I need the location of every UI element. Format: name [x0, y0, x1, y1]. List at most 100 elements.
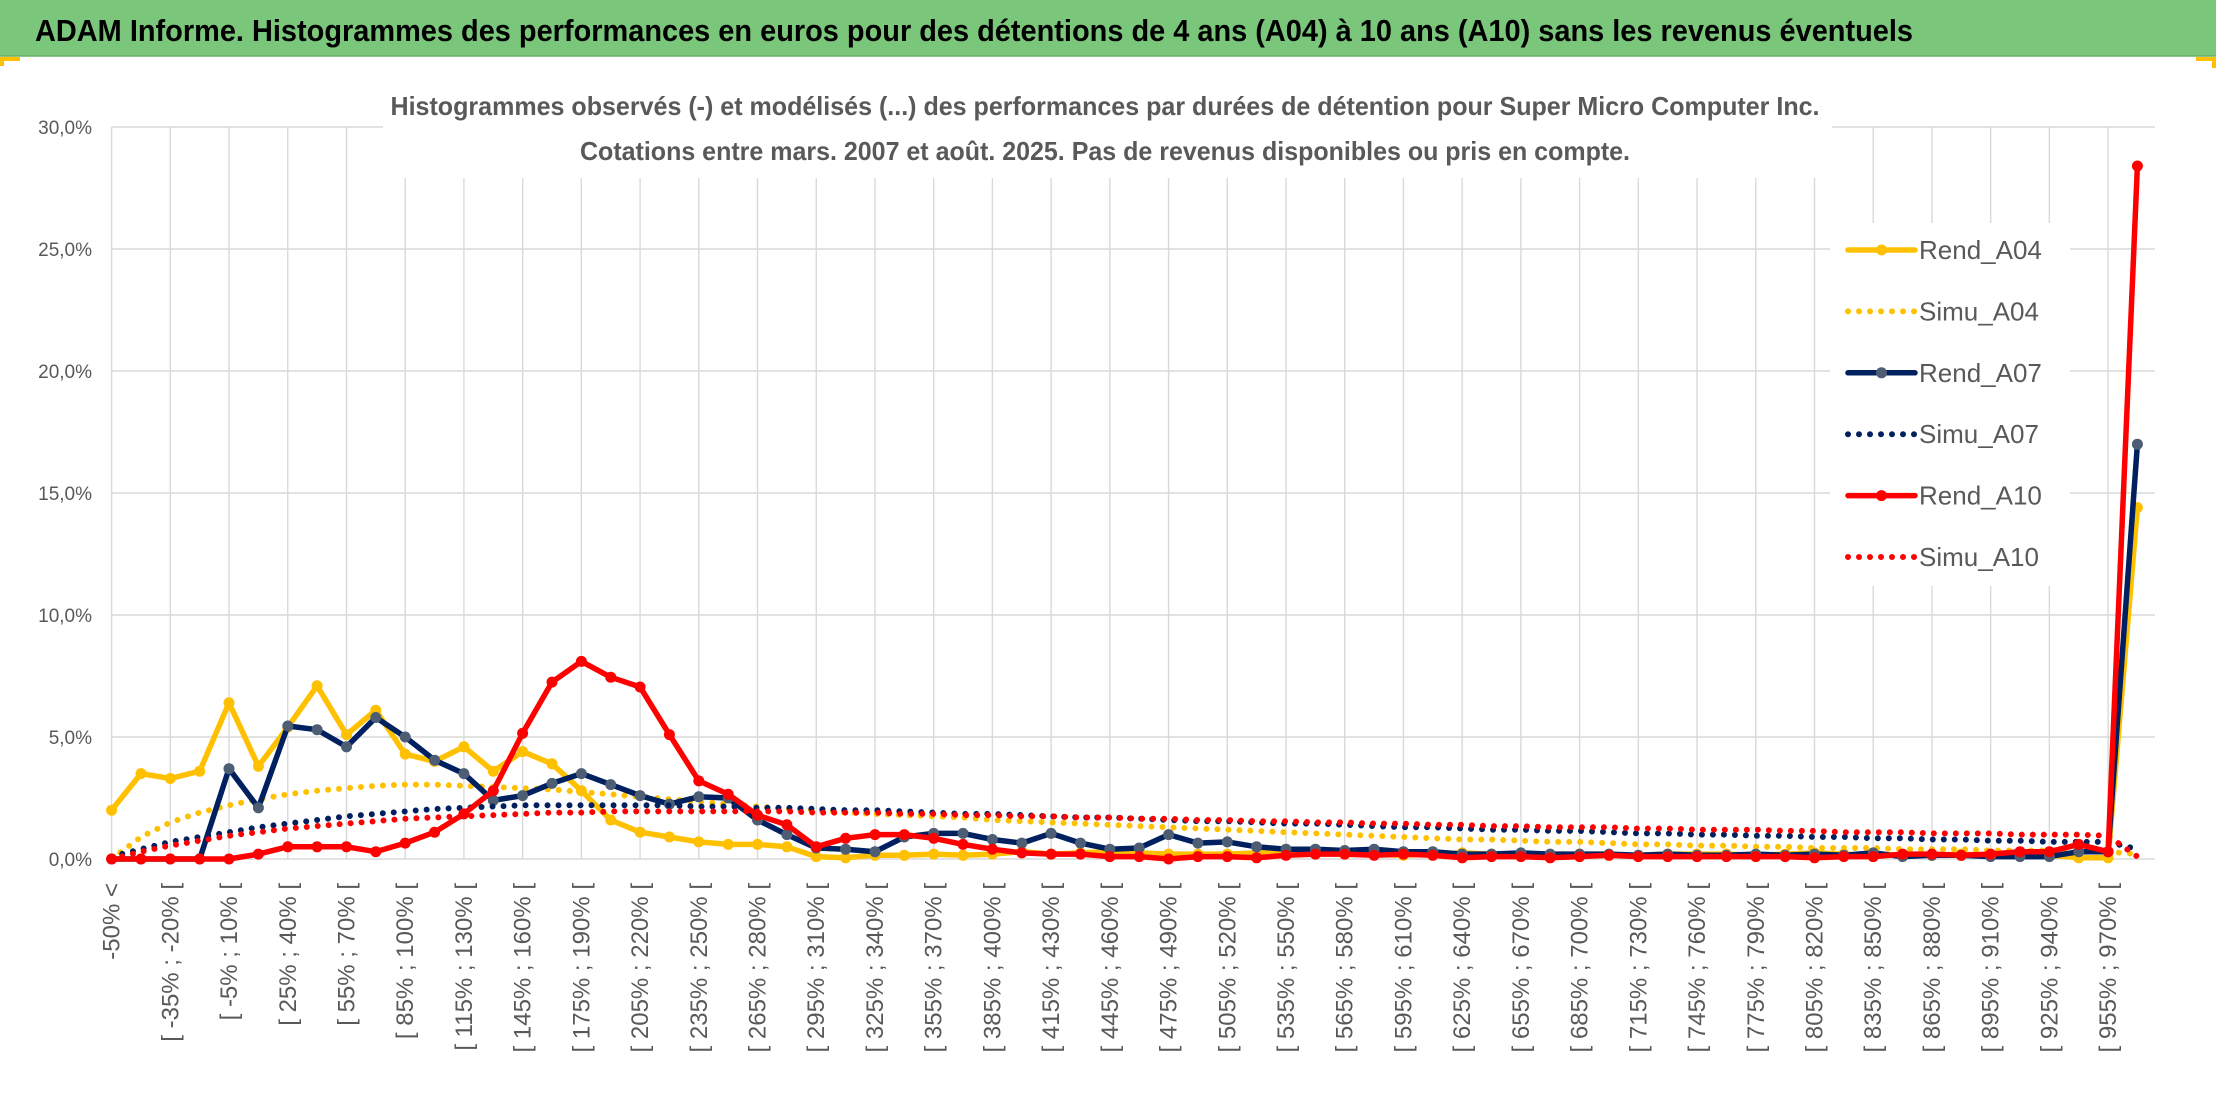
legend-item-simu-a04: Simu_A04	[1845, 296, 2039, 326]
data-point-rend-a10	[429, 826, 441, 838]
data-point-rend-a10	[2073, 838, 2085, 850]
header-title: ADAM Informe. Histogrammes des performan…	[35, 13, 1913, 48]
data-point-rend-a10	[1104, 851, 1116, 863]
data-point-rend-a07	[341, 741, 352, 753]
series-line-rend-a10	[108, 163, 2141, 862]
data-point-rend-a10	[810, 841, 822, 853]
data-point-rend-a10	[575, 655, 587, 667]
legend-label: Simu_A07	[1919, 419, 2039, 449]
chart-title-line-2: Cotations entre mars. 2007 et août. 2025…	[580, 136, 1630, 166]
data-point-rend-a10	[1280, 849, 1292, 861]
data-point-rend-a07	[869, 846, 881, 858]
data-point-rend-a10	[252, 848, 264, 860]
data-point-rend-a04	[106, 804, 118, 816]
data-point-rend-a10	[1163, 853, 1175, 865]
data-point-rend-a04	[898, 849, 910, 861]
data-point-rend-a07	[223, 763, 235, 775]
data-point-rend-a10	[341, 841, 352, 853]
x-tick-label: [ 175% ; 190% [	[568, 883, 595, 1053]
x-tick-label: [ 295% ; 310% [	[803, 883, 830, 1053]
data-point-rend-a07	[781, 829, 793, 841]
legend-marker	[1876, 367, 1887, 379]
data-point-rend-a04	[399, 748, 411, 760]
data-point-rend-a07	[1045, 827, 1057, 839]
data-point-rend-a10	[1221, 851, 1233, 863]
legend-label: Simu_A10	[1919, 542, 2039, 572]
data-point-rend-a10	[1750, 851, 1762, 863]
data-point-rend-a04	[722, 838, 734, 850]
data-point-rend-a10	[2014, 846, 2026, 858]
legend-label: Rend_A04	[1919, 235, 2042, 265]
data-point-rend-a10	[546, 676, 558, 688]
x-tick-label: [ 865% ; 880% [	[1919, 883, 1946, 1053]
x-tick-label: [ 535% ; 550% [	[1273, 883, 1300, 1053]
data-point-rend-a10	[1192, 851, 1204, 863]
series-line-simu-a10	[108, 808, 2141, 862]
data-point-rend-a07	[575, 768, 587, 780]
data-point-rend-a04	[840, 852, 852, 864]
data-point-rend-a10	[1133, 851, 1145, 863]
x-tick-label: [ 895% ; 910% [	[1978, 883, 2005, 1053]
data-point-rend-a07	[1221, 836, 1233, 848]
legend-background	[1830, 223, 2070, 586]
y-tick-label: 0,0%	[49, 850, 92, 871]
data-point-rend-a04	[341, 729, 352, 741]
data-point-rend-a10	[869, 829, 881, 841]
data-point-rend-a10	[1515, 851, 1527, 863]
data-point-rend-a10	[986, 843, 998, 855]
x-axis-labels: -50% < [ -35% ; -20% [[ -5% ; 10% [[ 25% …	[99, 883, 2123, 1053]
data-point-rend-a10	[194, 853, 206, 865]
data-point-rend-a07	[252, 802, 264, 814]
data-point-rend-a07	[2131, 438, 2143, 450]
legend-marker	[1876, 490, 1887, 502]
data-point-rend-a10	[1251, 852, 1263, 864]
data-point-rend-a10	[1838, 851, 1850, 863]
x-tick-label: [ 415% ; 430% [	[1038, 883, 1065, 1053]
data-point-rend-a10	[2131, 160, 2143, 172]
x-tick-label: [ 475% ; 490% [	[1156, 883, 1183, 1053]
data-point-rend-a07	[370, 712, 382, 723]
y-tick-label: 5,0%	[49, 728, 92, 749]
data-point-rend-a04	[752, 838, 763, 850]
data-point-rend-a07	[605, 779, 617, 791]
data-point-rend-a10	[1397, 848, 1409, 860]
x-tick-label: [ 775% ; 790% [	[1743, 883, 1770, 1053]
data-point-rend-a10	[1985, 848, 1997, 860]
x-tick-label: [ 955% ; 970% [	[2095, 883, 2122, 1053]
data-point-rend-a07	[458, 768, 470, 780]
data-point-rend-a10	[311, 841, 323, 853]
legend-item-simu-a07: Simu_A07	[1845, 419, 2039, 449]
data-point-rend-a07	[957, 827, 969, 839]
x-tick-label: [ 55% ; 70% [	[334, 883, 361, 1026]
legend-marker	[1876, 244, 1887, 256]
data-point-rend-a10	[781, 819, 793, 831]
frame-corner-right	[2196, 57, 2216, 68]
data-point-rend-a10	[1368, 849, 1380, 861]
header-band	[0, 0, 2216, 56]
x-tick-label: [ 325% ; 340% [	[862, 883, 889, 1053]
data-point-rend-a07	[517, 790, 529, 802]
x-tick-label: [ 385% ; 400% [	[979, 883, 1006, 1053]
x-tick-label: [ -5% ; 10% [	[216, 883, 243, 1021]
data-point-rend-a10	[605, 671, 617, 683]
x-tick-label: -50% <	[99, 883, 126, 960]
data-point-rend-a04	[517, 746, 529, 758]
data-point-rend-a10	[517, 727, 529, 739]
x-tick-label: [ 625% ; 640% [	[1449, 883, 1476, 1053]
data-point-rend-a10	[1075, 848, 1086, 860]
legend-item-simu-a10: Simu_A10	[1845, 542, 2039, 572]
y-tick-label: 10,0%	[38, 606, 92, 627]
data-point-rend-a04	[252, 760, 264, 772]
data-point-rend-a04	[311, 680, 323, 692]
data-point-rend-a10	[663, 729, 675, 741]
data-point-rend-a04	[634, 826, 646, 838]
data-point-rend-a10	[399, 837, 411, 849]
x-tick-label: [ 265% ; 280% [	[745, 883, 772, 1053]
data-point-rend-a10	[1720, 851, 1732, 863]
data-point-rend-a07	[429, 754, 441, 766]
data-point-rend-a07	[487, 794, 499, 806]
x-tick-label: [ 85% ; 100% [	[392, 883, 419, 1039]
data-point-rend-a10	[1486, 851, 1497, 863]
data-point-rend-a07	[282, 720, 294, 732]
data-point-rend-a10	[2043, 846, 2055, 858]
